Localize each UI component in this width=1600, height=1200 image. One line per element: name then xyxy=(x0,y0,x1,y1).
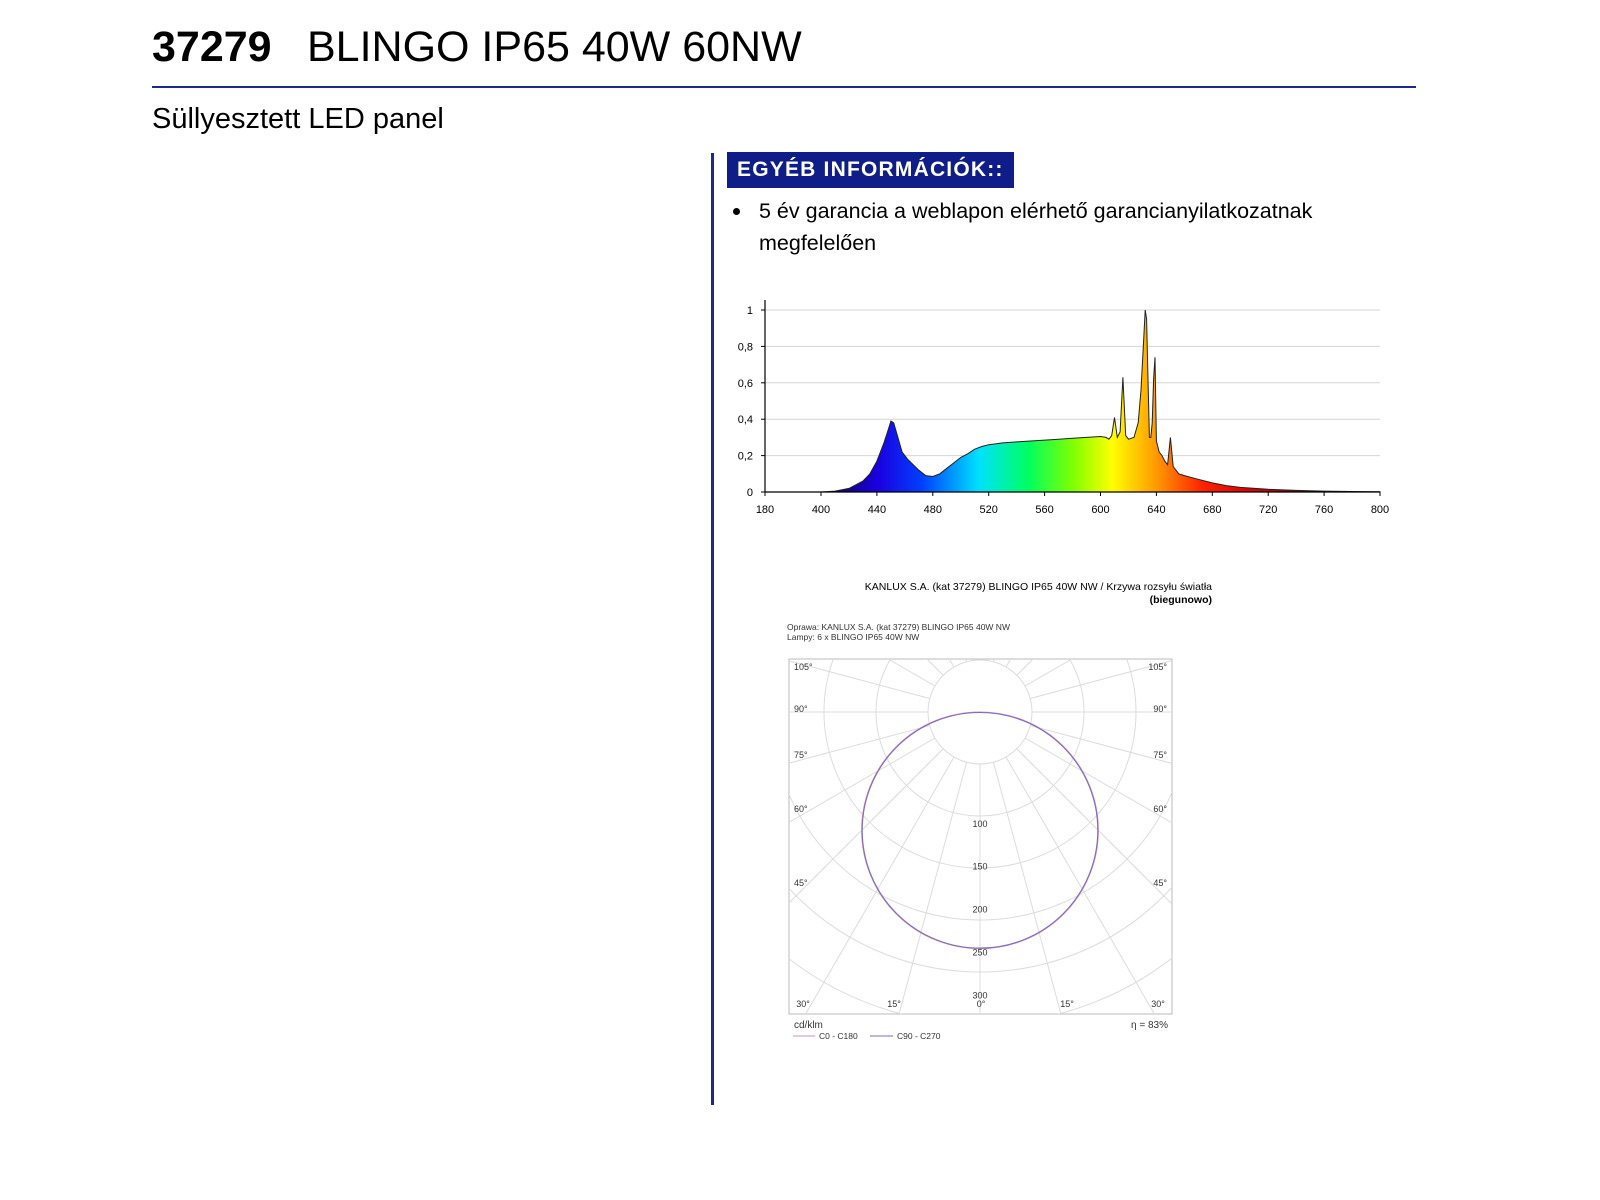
x-tick-label: 640 xyxy=(1147,504,1165,516)
x-tick-label: 680 xyxy=(1203,504,1221,516)
y-tick-label: 0,8 xyxy=(738,341,753,353)
angle-label-right: 105° xyxy=(1148,662,1167,672)
product-subtitle: Süllyesztett LED panel xyxy=(152,103,444,135)
product-title: BLINGO IP65 40W 60NW xyxy=(307,23,802,71)
radial-label: 150 xyxy=(972,862,987,872)
x-tick-label: 440 xyxy=(868,504,886,516)
polar-spoke xyxy=(1005,756,1155,1014)
spectrum-grid xyxy=(765,309,1380,457)
section-label-other-info: EGYÉB INFORMÁCIÓK:: xyxy=(727,152,1014,188)
angle-label-left: 105° xyxy=(794,662,813,672)
x-tick-label: 180 xyxy=(756,504,774,516)
header: 37279 BLINGO IP65 40W 60NW xyxy=(152,22,1416,88)
polar-spoke xyxy=(992,762,1062,1014)
angle-label-left: 90° xyxy=(794,704,808,714)
unit-label: cd/klm xyxy=(794,1020,823,1031)
angle-label-bottom: 30° xyxy=(1151,999,1165,1009)
radial-label: 250 xyxy=(972,948,987,958)
x-tick-label: 800 xyxy=(1371,504,1389,516)
polar-curves xyxy=(861,711,1099,950)
radial-label: 300 xyxy=(972,990,987,1000)
radial-label: 100 xyxy=(972,819,987,829)
angle-label-right: 45° xyxy=(1153,878,1167,888)
x-tick-label: 520 xyxy=(980,504,998,516)
polar-title-line-2: (biegunowo) xyxy=(1150,594,1212,606)
polar-spoke xyxy=(1030,660,1172,700)
angle-label-right: 60° xyxy=(1153,804,1167,814)
legend-label-c90: C90 - C270 xyxy=(897,1031,941,1041)
curve-c90-c270 xyxy=(861,711,1099,949)
product-code: 37279 xyxy=(152,23,272,71)
spectrum-area xyxy=(793,309,1381,493)
angle-label-bottom: 15° xyxy=(1060,999,1074,1009)
polar-spoke xyxy=(1016,748,1172,905)
spectrum-chart: 0 0,2 0,4 0,6 0,8 1 180 400 440 480 520 560 600 640 6… xyxy=(738,300,1389,516)
polar-meta-line-1: Oprawa: KANLUX S.A. (kat 37279) BLINGO I… xyxy=(787,622,1010,632)
y-tick-label: 0,6 xyxy=(738,378,753,390)
polar-spoke xyxy=(789,748,944,904)
polar-spoke xyxy=(1030,724,1172,764)
angle-label-bottom: 0° xyxy=(977,999,986,1009)
angle-label-right: 90° xyxy=(1153,704,1167,714)
y-tick-label: 1 xyxy=(747,305,753,317)
polar-spoke xyxy=(789,737,936,823)
spectrum-y-tick-labels: 0 0,2 0,4 0,6 0,8 1 xyxy=(738,305,753,499)
info-bullet-list: 5 év garancia a weblapon elérhető garanc… xyxy=(733,195,1393,259)
spectrum-axes xyxy=(761,300,1381,496)
polar-spoke xyxy=(1024,737,1172,824)
x-tick-label: 720 xyxy=(1259,504,1277,516)
polar-grid xyxy=(789,659,1172,1014)
angle-label-left: 75° xyxy=(794,750,808,760)
x-tick-label: 480 xyxy=(924,504,942,516)
angle-label-left: 60° xyxy=(794,804,808,814)
x-tick-label: 560 xyxy=(1035,504,1053,516)
y-tick-label: 0 xyxy=(747,487,753,499)
polar-radial-labels: 100 150 200 250 300 xyxy=(972,819,987,1001)
polar-spoke xyxy=(789,660,930,700)
x-tick-label: 600 xyxy=(1091,504,1109,516)
list-item: 5 év garancia a weblapon elérhető garanc… xyxy=(733,195,1393,259)
polar-spoke xyxy=(898,762,968,1014)
radial-label: 200 xyxy=(972,905,987,915)
angle-label-bottom: 15° xyxy=(887,999,901,1009)
polar-title-line-1: KANLUX S.A. (kat 37279) BLINGO IP65 40W … xyxy=(865,581,1212,593)
polar-meta-line-2: Lampy: 6 x BLINGO IP65 40W NW xyxy=(787,632,919,642)
warranty-text: 5 év garancia a weblapon elérhető garanc… xyxy=(759,199,1313,255)
x-tick-label: 400 xyxy=(812,504,830,516)
polar-angle-labels: 105° 90° 75° 60° 45° 105° 90° 75° 60° 45° 30° 15° 0°… xyxy=(794,662,1167,1009)
polar-spoke xyxy=(789,724,930,764)
y-tick-label: 0,4 xyxy=(738,414,753,426)
legend-label-c0: C0 - C180 xyxy=(819,1031,858,1041)
bullet-dot-icon xyxy=(733,208,740,215)
polar-chart: KANLUX S.A. (kat 37279) BLINGO IP65 40W … xyxy=(787,581,1212,1041)
column-divider xyxy=(711,153,714,1105)
spectrum-x-tick-labels: 180 400 440 480 520 560 600 640 680 720 760 800 xyxy=(756,504,1389,516)
polar-spoke xyxy=(805,756,955,1014)
y-tick-label: 0,2 xyxy=(738,451,753,463)
efficiency-label: η = 83% xyxy=(1131,1020,1168,1031)
x-tick-label: 760 xyxy=(1315,504,1333,516)
angle-label-right: 75° xyxy=(1153,750,1167,760)
angle-label-bottom: 30° xyxy=(796,999,810,1009)
angle-label-left: 45° xyxy=(794,878,808,888)
